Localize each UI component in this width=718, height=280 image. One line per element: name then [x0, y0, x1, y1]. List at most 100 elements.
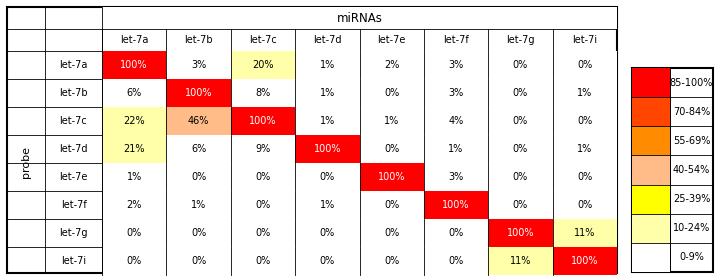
Text: 1%: 1%: [320, 200, 335, 210]
Bar: [424, 219, 488, 247]
Text: 3%: 3%: [449, 172, 464, 182]
Bar: [488, 51, 553, 79]
Text: 1%: 1%: [126, 172, 142, 182]
Text: 0%: 0%: [256, 256, 271, 266]
Bar: [102, 107, 167, 135]
Bar: [167, 79, 230, 107]
Bar: [632, 126, 670, 155]
Text: 3%: 3%: [449, 88, 464, 98]
Text: let-7d: let-7d: [313, 35, 342, 45]
Text: 0%: 0%: [320, 256, 335, 266]
Text: probe: probe: [21, 146, 31, 178]
Bar: [488, 135, 553, 163]
Text: 0%: 0%: [449, 228, 464, 238]
Text: 0%: 0%: [513, 88, 528, 98]
Text: let-7c: let-7c: [60, 116, 88, 126]
Bar: [102, 247, 167, 275]
Bar: [102, 135, 167, 163]
Text: 6%: 6%: [126, 88, 142, 98]
Text: let-7f: let-7f: [60, 200, 86, 210]
Bar: [424, 107, 488, 135]
Text: 0%: 0%: [384, 200, 399, 210]
Text: 0%: 0%: [513, 60, 528, 70]
Bar: [167, 219, 230, 247]
Text: 0%: 0%: [513, 200, 528, 210]
Text: 4%: 4%: [449, 116, 464, 126]
Bar: [632, 243, 670, 272]
Bar: [424, 191, 488, 219]
Bar: [360, 219, 424, 247]
Text: let-7e: let-7e: [378, 35, 406, 45]
Bar: [102, 191, 167, 219]
Bar: [488, 163, 553, 191]
Bar: [553, 247, 617, 275]
Bar: [488, 79, 553, 107]
Text: 2%: 2%: [384, 60, 399, 70]
Bar: [632, 68, 670, 97]
Text: let-7g: let-7g: [506, 35, 535, 45]
Text: 8%: 8%: [256, 88, 271, 98]
Bar: [360, 247, 424, 275]
Text: 0%: 0%: [449, 256, 464, 266]
Text: 0%: 0%: [256, 172, 271, 182]
Bar: [230, 191, 295, 219]
Bar: [553, 51, 617, 79]
Text: 0%: 0%: [513, 172, 528, 182]
Text: 0%: 0%: [577, 60, 592, 70]
Text: let-7b: let-7b: [59, 88, 88, 98]
Bar: [632, 155, 670, 185]
Bar: [102, 79, 167, 107]
Bar: [424, 247, 488, 275]
Text: 0%: 0%: [320, 228, 335, 238]
Text: 0%: 0%: [384, 228, 399, 238]
Bar: [295, 51, 360, 79]
Text: 55-69%: 55-69%: [673, 136, 710, 146]
Text: 1%: 1%: [384, 116, 399, 126]
Text: 0%: 0%: [384, 256, 399, 266]
Text: let-7i: let-7i: [572, 35, 597, 45]
Text: 1%: 1%: [449, 144, 464, 154]
Text: 0%: 0%: [191, 256, 206, 266]
Text: 100%: 100%: [121, 60, 148, 70]
Text: 46%: 46%: [188, 116, 209, 126]
Text: 1%: 1%: [577, 144, 592, 154]
Text: 0%: 0%: [384, 144, 399, 154]
Text: let-7i: let-7i: [61, 256, 86, 266]
Bar: [295, 135, 360, 163]
Bar: [632, 68, 713, 272]
Bar: [632, 97, 670, 126]
Text: 0%: 0%: [577, 200, 592, 210]
Text: 21%: 21%: [123, 144, 145, 154]
Bar: [230, 163, 295, 191]
Text: 0%: 0%: [320, 172, 335, 182]
Bar: [167, 247, 230, 275]
Text: 2%: 2%: [126, 200, 142, 210]
Text: 3%: 3%: [449, 60, 464, 70]
Bar: [553, 163, 617, 191]
Bar: [7, 7, 617, 273]
Text: 0%: 0%: [191, 172, 206, 182]
Bar: [295, 163, 360, 191]
Text: 0%: 0%: [513, 116, 528, 126]
Text: let-7g: let-7g: [60, 228, 88, 238]
Text: let-7d: let-7d: [60, 144, 88, 154]
Bar: [360, 79, 424, 107]
Text: 0%: 0%: [191, 228, 206, 238]
Bar: [167, 135, 230, 163]
Bar: [102, 163, 167, 191]
Text: 1%: 1%: [577, 88, 592, 98]
Bar: [102, 7, 617, 29]
Bar: [360, 107, 424, 135]
Bar: [230, 107, 295, 135]
Text: 85-100%: 85-100%: [670, 78, 713, 88]
Bar: [488, 219, 553, 247]
Bar: [295, 219, 360, 247]
Bar: [553, 107, 617, 135]
Text: 0%: 0%: [256, 228, 271, 238]
Bar: [230, 135, 295, 163]
Bar: [167, 51, 230, 79]
Bar: [553, 79, 617, 107]
Bar: [167, 163, 230, 191]
Bar: [488, 107, 553, 135]
Text: 1%: 1%: [320, 88, 335, 98]
